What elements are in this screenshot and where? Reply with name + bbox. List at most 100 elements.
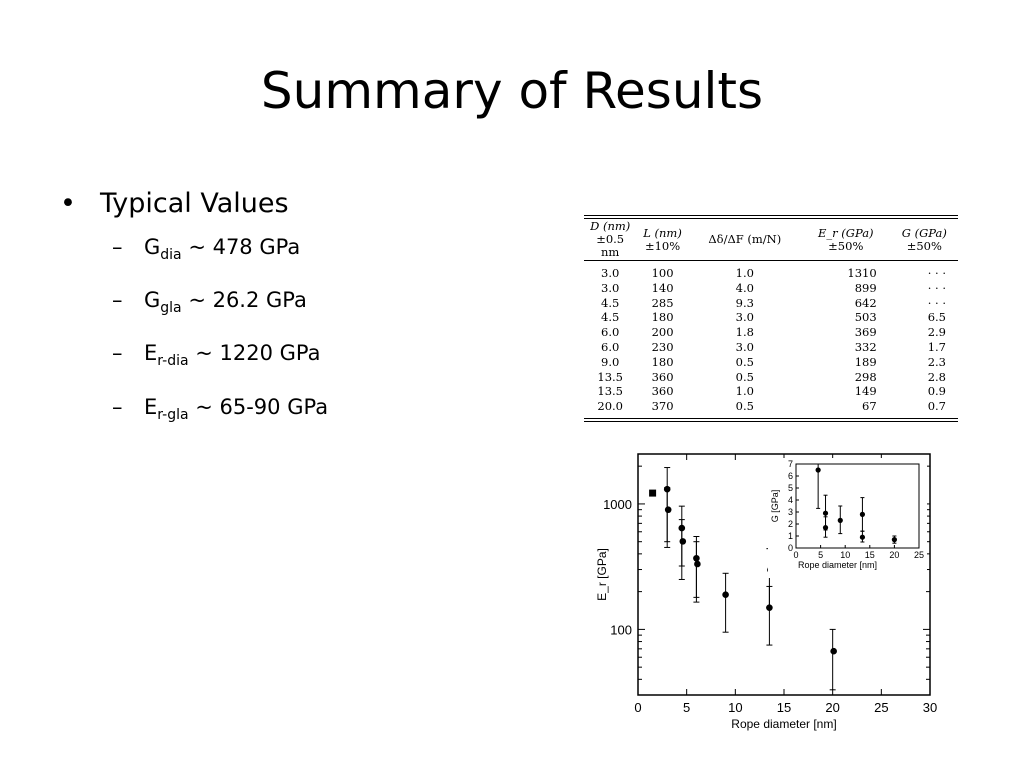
table-cell: 3.0 xyxy=(735,339,754,354)
sub-bullet: – Er-dia ~ 1220 GPa xyxy=(60,337,328,377)
x-tick-label: 5 xyxy=(683,700,690,715)
table-cell: 6.0 xyxy=(601,325,620,340)
table-row: 4.5 285 9.3 642 · · · xyxy=(584,296,958,311)
header-line-1: E_r (GPa) xyxy=(818,225,874,240)
header-line-1: D (nm) xyxy=(590,219,631,233)
symbol: G xyxy=(144,235,161,259)
table-cell: 67 xyxy=(862,399,877,414)
inset-x-tick-label: 20 xyxy=(889,550,899,560)
table-cell: 370 xyxy=(651,399,674,414)
table-row: 20.0 370 0.5 67 0.7 xyxy=(584,399,958,414)
table-cell: 1.8 xyxy=(735,325,754,340)
table-cell: 0.9 xyxy=(927,384,946,399)
table-cell: · · · xyxy=(927,266,946,280)
bullet-typical-values: • Typical Values xyxy=(60,188,328,219)
table-cell: 9.3 xyxy=(735,295,754,310)
table-header-cell: D (nm) ±0.5 nm xyxy=(584,219,636,260)
header-line-2: ±0.5 nm xyxy=(596,232,625,259)
table-cell: 180 xyxy=(651,354,674,369)
table-cell: 503 xyxy=(854,310,877,325)
inset-data-point xyxy=(859,534,866,540)
table-cell: 140 xyxy=(651,280,674,295)
inset-data-point xyxy=(837,517,843,523)
table-cell: 2.9 xyxy=(927,325,946,340)
inset-y-axis-label: G [GPa] xyxy=(770,490,780,523)
x-axis-label: Rope diameter [nm] xyxy=(731,717,836,731)
inset-data-point xyxy=(822,525,829,531)
data-point xyxy=(722,591,729,599)
square-point xyxy=(649,489,657,497)
table-cell: 332 xyxy=(854,339,877,354)
value-text: ~ 1220 GPa xyxy=(188,341,321,366)
inset-y-tick-label: 5 xyxy=(788,483,793,493)
table-row: 3.0 100 1.0 1310 · · · xyxy=(584,266,958,281)
inset-y-tick-label: 0 xyxy=(788,543,793,553)
table-cell: 1.0 xyxy=(735,384,754,399)
bullet-text: Typical Values xyxy=(100,188,289,219)
table-cell: 2.3 xyxy=(927,354,946,369)
table-cell: 4.0 xyxy=(735,280,754,295)
inset-y-tick-label: 2 xyxy=(788,519,793,529)
header-line-1: L (nm) xyxy=(643,225,682,240)
value-text: ~ 478 GPa xyxy=(181,235,301,259)
header-line-1: G (GPa) xyxy=(901,225,947,240)
table-cell: 4.5 xyxy=(601,310,620,325)
inset-x-tick-label: 5 xyxy=(818,550,823,560)
table-cell: 369 xyxy=(854,325,877,340)
x-tick-label: 30 xyxy=(923,700,937,715)
y-tick-label: 1000 xyxy=(603,497,632,512)
table-cell: 230 xyxy=(651,339,674,354)
inset-background xyxy=(768,458,927,578)
sub-bullet: – Ggla ~ 26.2 GPa xyxy=(60,284,328,324)
inset-data-point xyxy=(815,467,821,473)
header-line-2: ±10% xyxy=(644,238,681,253)
table-cell: 149 xyxy=(854,384,877,399)
inset-data-point xyxy=(891,537,897,543)
x-tick-label: 10 xyxy=(728,700,742,715)
dash-icon: – xyxy=(112,394,123,419)
inset-frame xyxy=(795,463,920,549)
table-cell: 2.8 xyxy=(927,369,946,384)
sub-bullet: – Er-gla ~ 65-90 GPa xyxy=(60,391,328,431)
table-cell: 1.0 xyxy=(735,266,754,280)
table-row: 6.0 230 3.0 332 1.7 xyxy=(584,340,958,355)
x-tick-label: 20 xyxy=(825,700,839,715)
modulus-plot: 0 5 10 15 20 25 30 100 1000 Rope diameter [nm] E_r… xyxy=(595,448,956,738)
data-point xyxy=(766,604,773,611)
table-cell: 1310 xyxy=(847,266,877,280)
symbol-subscript: gla xyxy=(160,300,182,317)
inset-x-tick-label: 15 xyxy=(865,550,875,560)
table-row: 13.5 360 1.0 149 0.9 xyxy=(584,384,958,399)
table-cell: 6.0 xyxy=(601,339,620,354)
table-cell: 360 xyxy=(651,369,674,384)
x-tick-label: 15 xyxy=(777,700,791,715)
dash-icon: – xyxy=(112,235,123,259)
table-row: 13.5 360 0.5 298 2.8 xyxy=(584,370,958,385)
header-line-2: ±50% xyxy=(906,238,942,253)
header-line-2: ±50% xyxy=(828,238,864,253)
table-cell: 4.5 xyxy=(601,295,620,310)
header-line-2: Δδ/ΔF (m/N) xyxy=(708,232,782,246)
value-text: ~ 26.2 GPa xyxy=(181,288,307,313)
table-cell: 285 xyxy=(651,295,674,310)
data-point xyxy=(679,538,687,545)
table-cell: 20.0 xyxy=(597,399,623,414)
x-tick-label: 25 xyxy=(874,700,888,715)
inset-x-tick-label: 25 xyxy=(914,550,924,560)
table-cell: 899 xyxy=(854,280,877,295)
sub-bullet: – Gdia ~ 478 GPa xyxy=(60,231,328,271)
table-row: 4.5 180 3.0 503 6.5 xyxy=(584,310,958,325)
table-cell: 9.0 xyxy=(601,354,620,369)
table-cell: · · · xyxy=(927,295,946,310)
table-cell: 6.5 xyxy=(927,310,946,325)
inset-x-axis-label: Rope diameter [nm] xyxy=(798,560,877,570)
symbol-subscript: dia xyxy=(160,247,182,264)
table-cell: 200 xyxy=(651,325,674,340)
table-cell: 298 xyxy=(854,369,877,384)
inset-data-point xyxy=(859,511,866,517)
table-cell: 0.7 xyxy=(927,399,946,414)
bullet-list: • Typical Values – Gdia ~ 478 GPa – Ggla ~ … xyxy=(60,188,328,444)
table-cell: · · · xyxy=(927,280,946,295)
data-point xyxy=(694,560,701,568)
